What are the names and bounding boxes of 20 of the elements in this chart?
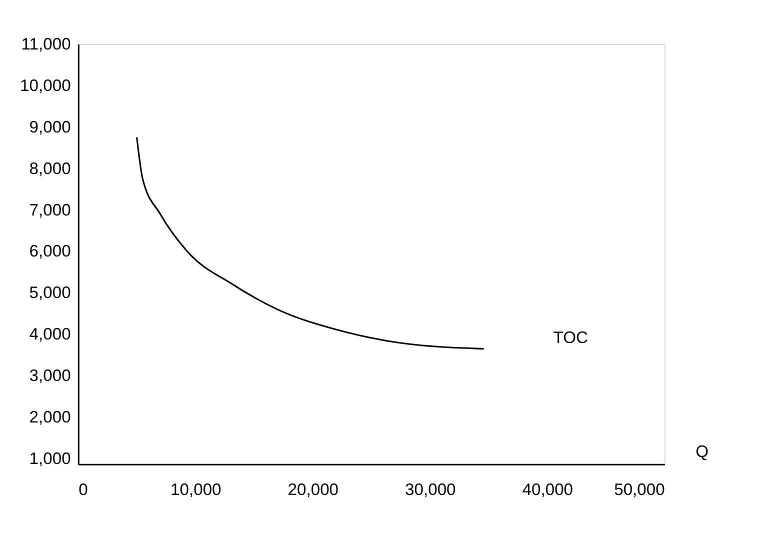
y-tick-label: 7,000 xyxy=(29,200,71,220)
y-tick-label: 1,000 xyxy=(29,449,71,468)
x-tick-label: 50,000 xyxy=(614,480,665,499)
x-tick-label: 40,000 xyxy=(522,480,574,499)
y-tick-label: 8,000 xyxy=(29,158,71,178)
y-tick-label: 5,000 xyxy=(29,283,71,302)
y-tick-label: 10,000 xyxy=(20,76,71,95)
x-tick-label: 20,000 xyxy=(288,480,339,499)
x-tick-label: 10,000 xyxy=(170,480,222,499)
y-tick-label: 6,000 xyxy=(29,242,71,261)
y-tick-label: 9,000 xyxy=(29,117,71,136)
y-tick-label: 4,000 xyxy=(29,324,71,344)
line-series xyxy=(136,136,485,350)
y-tick-label: 3,000 xyxy=(29,366,71,386)
x-tick-label: 30,000 xyxy=(404,480,456,499)
y-tick-label: 2,000 xyxy=(29,408,71,427)
annotation: TOC xyxy=(553,328,588,347)
x-tick-label: 0 xyxy=(78,480,88,499)
x-axis-title: Q xyxy=(696,442,709,461)
y-tick-label: 11,000 xyxy=(21,34,71,54)
